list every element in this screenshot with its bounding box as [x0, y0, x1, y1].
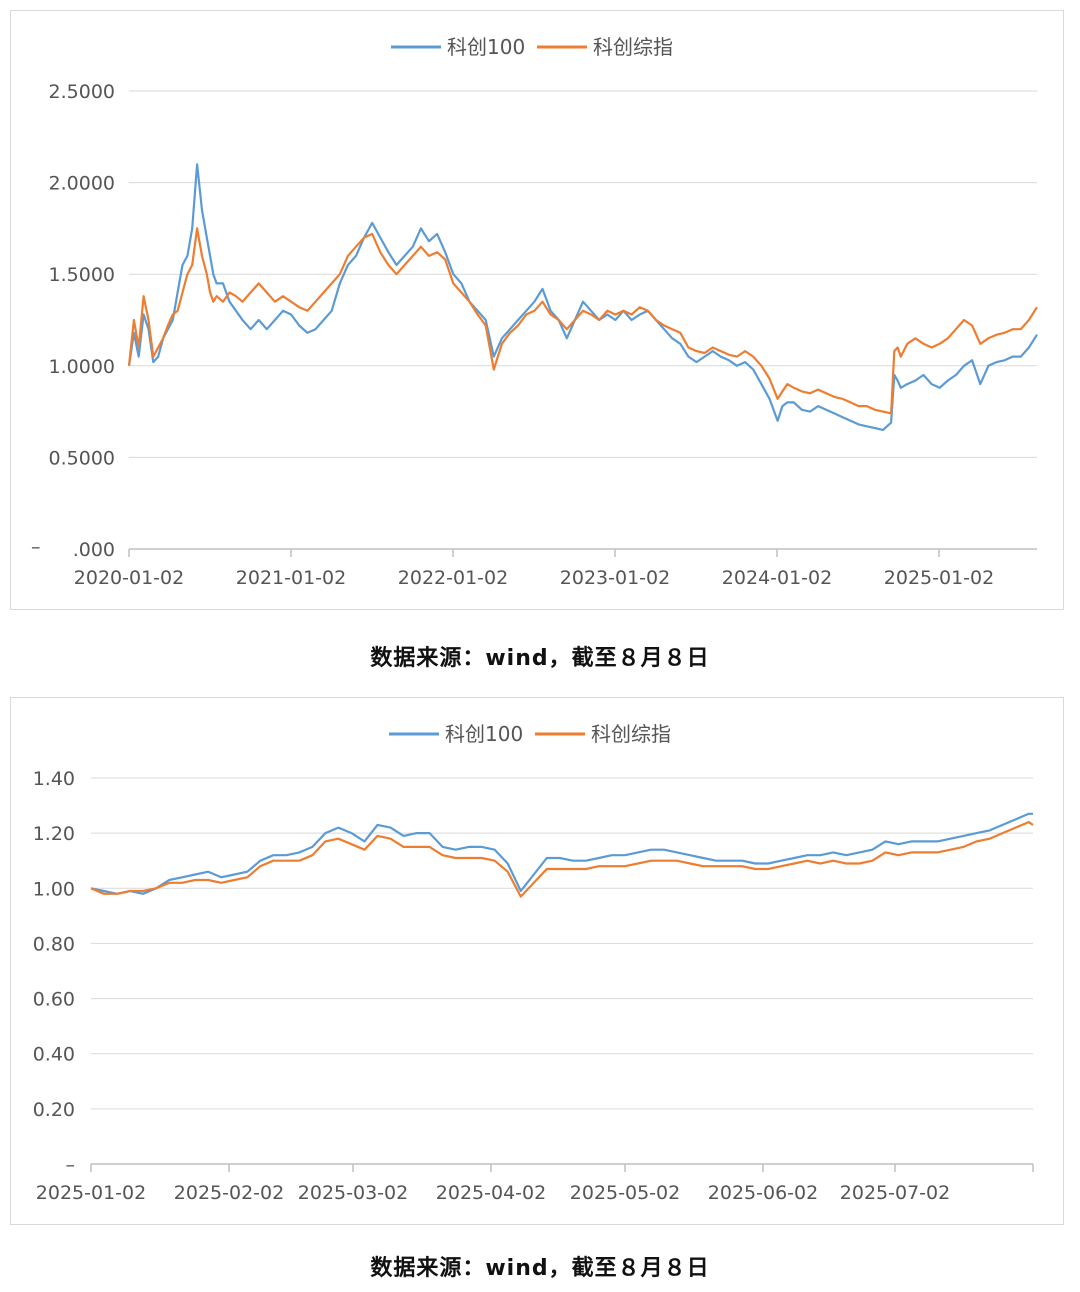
series-line-kc100 [127, 163, 1038, 431]
y-tick-label: .000 [73, 539, 115, 561]
legend-label: 科创100 [445, 722, 523, 746]
source-caption-2: 数据来源：wind，截至８月８日 [370, 1256, 710, 1281]
x-tick-label: 2020-01-02 [74, 567, 184, 589]
y-tick-label: – [66, 1154, 76, 1176]
x-tick-label: 2021-01-02 [236, 567, 346, 589]
legend-label: 科创综指 [591, 722, 671, 746]
x-tick-label: 2025-01-02 [884, 567, 994, 589]
y-tick-label: 2.5000 [49, 81, 115, 103]
y-tick-label: 2.0000 [49, 173, 115, 195]
y-zero-dash: – [31, 536, 41, 558]
y-tick-label: 0.80 [33, 933, 75, 955]
x-tick-label: 2025-05-02 [570, 1182, 680, 1204]
x-tick-label: 2025-01-02 [36, 1182, 146, 1204]
series-line-kc100 [90, 812, 1033, 895]
x-tick-label: 2025-03-02 [298, 1182, 408, 1204]
y-tick-label: 0.40 [33, 1044, 75, 1066]
y-tick-label: 1.00 [33, 878, 75, 900]
x-tick-label: 2023-01-02 [560, 567, 670, 589]
series-line-kczz [90, 820, 1034, 898]
x-tick-label: 2024-01-02 [722, 567, 832, 589]
y-tick-label: 0.60 [33, 989, 75, 1011]
y-tick-label: 0.5000 [49, 447, 115, 469]
x-tick-label: 2025-02-02 [174, 1182, 284, 1204]
x-tick-label: 2025-06-02 [708, 1182, 818, 1204]
source-caption-1: 数据来源：wind，截至８月８日 [370, 646, 710, 671]
legend-label: 科创综指 [593, 35, 673, 59]
chart-1-svg: .000 0.5000 1.0000 1.5000 2.0000 2.5000 – 2020-… [31, 35, 1038, 589]
x-tick-label: 2025-07-02 [840, 1182, 950, 1204]
legend-label: 科创100 [447, 35, 525, 59]
chart-panel-1: .000 0.5000 1.0000 1.5000 2.0000 2.5000 – 2020-… [10, 10, 1064, 610]
y-tick-label: 1.0000 [49, 356, 115, 378]
y-tick-label: 1.20 [33, 823, 75, 845]
chart-2-svg: – 0.20 0.40 0.60 0.80 1.00 1.20 1.40 2025-01-02 2… [33, 722, 1034, 1204]
y-tick-label: 1.5000 [49, 264, 115, 286]
y-tick-label: 1.40 [33, 768, 75, 790]
y-tick-label: 0.20 [33, 1099, 75, 1121]
chart-panel-2: – 0.20 0.40 0.60 0.80 1.00 1.20 1.40 2025-01-02 2… [10, 697, 1064, 1225]
series-line-kczz [127, 227, 1038, 415]
x-tick-label: 2022-01-02 [398, 567, 508, 589]
x-tick-label: 2025-04-02 [436, 1182, 546, 1204]
